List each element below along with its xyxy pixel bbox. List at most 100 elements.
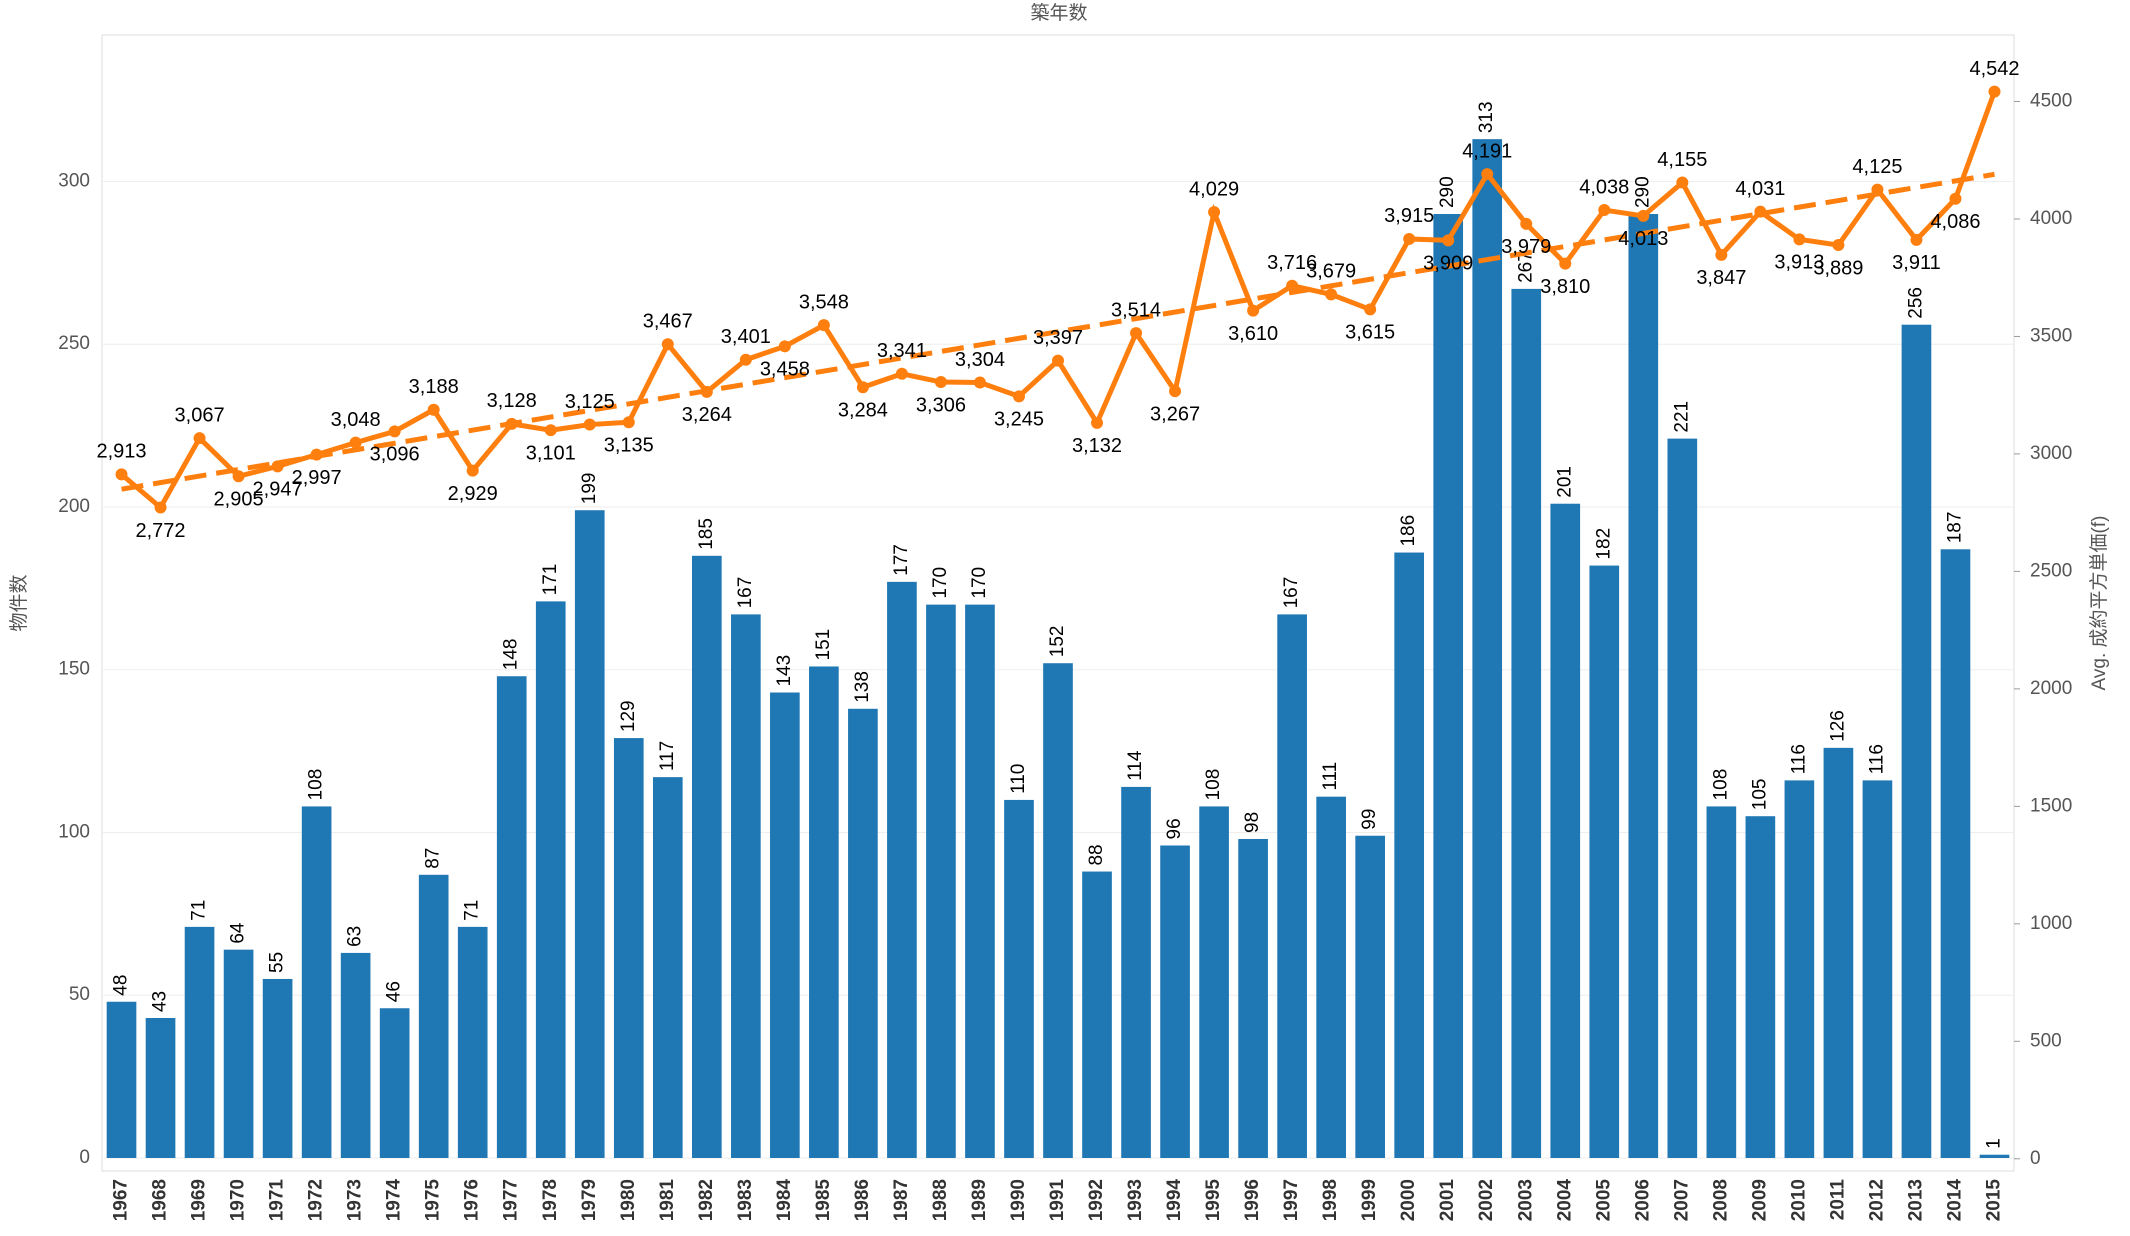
bar bbox=[379, 1008, 410, 1158]
line-point bbox=[739, 353, 752, 366]
x-tick-label: 1990 bbox=[1008, 1179, 1029, 1221]
bar-label: 177 bbox=[891, 544, 912, 576]
x-tick-label: 2014 bbox=[1944, 1179, 1965, 1222]
x-tick-label: 1984 bbox=[774, 1179, 795, 1222]
line-point bbox=[1052, 354, 1064, 367]
bar-label: 1 bbox=[1984, 1138, 2005, 1149]
line-label: 3,915 bbox=[1384, 205, 1434, 227]
bar bbox=[1238, 838, 1268, 1158]
line-label: 3,341 bbox=[877, 340, 927, 362]
bar bbox=[1082, 871, 1112, 1158]
bar bbox=[1823, 747, 1854, 1158]
bar-label: 290 bbox=[1632, 176, 1653, 208]
x-tick-label: 1987 bbox=[891, 1179, 912, 1221]
line-point bbox=[1520, 217, 1533, 230]
y2-tick-label: 0 bbox=[2030, 1148, 2041, 1169]
bar-label: 201 bbox=[1554, 466, 1575, 498]
bar bbox=[1043, 663, 1073, 1158]
line-label: 4,038 bbox=[1579, 176, 1629, 198]
x-tick-label: 2002 bbox=[1476, 1179, 1497, 1221]
x-tick-label: 1997 bbox=[1281, 1179, 1302, 1221]
line-point bbox=[1091, 416, 1104, 429]
y-tick-label: 100 bbox=[58, 821, 90, 842]
line-label: 3,048 bbox=[331, 409, 381, 431]
line-point bbox=[466, 464, 479, 477]
x-tick-label: 2010 bbox=[1788, 1179, 1809, 1221]
line-point bbox=[1364, 303, 1377, 316]
bar-label: 170 bbox=[930, 567, 951, 599]
bar-label: 170 bbox=[969, 567, 990, 599]
line-label: 3,125 bbox=[565, 391, 615, 413]
line-point bbox=[1481, 168, 1494, 181]
plot-area bbox=[101, 34, 2015, 1172]
line-label: 2,997 bbox=[292, 467, 342, 489]
line-point bbox=[1754, 205, 1767, 218]
bar bbox=[262, 978, 293, 1158]
line-label: 3,615 bbox=[1345, 322, 1395, 344]
bar-label: 108 bbox=[306, 769, 327, 801]
x-tick-label: 2012 bbox=[1866, 1179, 1887, 1221]
bar-label: 99 bbox=[1359, 809, 1380, 830]
line-point bbox=[895, 367, 908, 380]
bar-label: 55 bbox=[267, 952, 288, 973]
x-tick-label: 1968 bbox=[150, 1179, 171, 1221]
line-point bbox=[1130, 327, 1143, 340]
bar-label: 199 bbox=[579, 473, 600, 505]
line-label: 4,542 bbox=[1969, 58, 2019, 80]
bar bbox=[340, 952, 371, 1158]
line-label: 3,128 bbox=[487, 390, 537, 412]
line-point bbox=[154, 501, 167, 514]
x-tick-label: 1978 bbox=[540, 1179, 561, 1221]
bar-label: 114 bbox=[1125, 750, 1146, 781]
x-tick-label: 1992 bbox=[1086, 1179, 1107, 1221]
line-point bbox=[778, 340, 791, 353]
bar-label: 71 bbox=[189, 900, 210, 921]
bar bbox=[457, 926, 488, 1158]
line-point bbox=[232, 470, 245, 483]
line-point bbox=[1325, 288, 1338, 301]
line-label: 3,306 bbox=[916, 394, 966, 416]
y2-tick-label: 3500 bbox=[2030, 325, 2072, 346]
bar bbox=[1628, 214, 1659, 1158]
line-label: 4,086 bbox=[1930, 211, 1980, 233]
bar bbox=[731, 614, 761, 1158]
x-tick-label: 1986 bbox=[852, 1179, 873, 1221]
line-label: 3,096 bbox=[370, 444, 420, 466]
bar-label: 96 bbox=[1164, 818, 1185, 839]
line-point bbox=[1871, 183, 1884, 196]
bar bbox=[1940, 549, 1971, 1158]
x-tick-label: 2004 bbox=[1554, 1179, 1575, 1222]
x-tick-label: 1994 bbox=[1164, 1179, 1185, 1222]
bar-label: 171 bbox=[540, 564, 561, 596]
bar-label: 117 bbox=[657, 741, 678, 771]
bar-label: 43 bbox=[150, 991, 171, 1012]
line-label: 4,125 bbox=[1852, 156, 1902, 178]
line-label: 3,610 bbox=[1228, 323, 1278, 345]
x-tick-label: 1983 bbox=[735, 1179, 756, 1221]
bar-label: 256 bbox=[1905, 287, 1926, 319]
line-point bbox=[349, 436, 362, 449]
line-label: 3,245 bbox=[994, 409, 1044, 431]
line-point bbox=[1442, 234, 1455, 247]
y2-tick-label: 500 bbox=[2030, 1030, 2062, 1051]
line-label: 3,911 bbox=[1892, 252, 1941, 274]
bar-label: 187 bbox=[1944, 512, 1965, 544]
x-tick-label: 2000 bbox=[1398, 1179, 1419, 1221]
x-tick-label: 1971 bbox=[267, 1179, 288, 1222]
bar-label: 148 bbox=[501, 639, 522, 671]
x-tick-label: 1977 bbox=[501, 1179, 522, 1221]
x-tick-label: 2011 bbox=[1827, 1179, 1848, 1221]
line-label: 2,905 bbox=[214, 489, 264, 511]
line-point bbox=[1208, 206, 1221, 219]
x-tick-label: 1993 bbox=[1125, 1179, 1146, 1221]
y-tick-label: 200 bbox=[58, 496, 90, 517]
bar bbox=[1355, 835, 1385, 1158]
line-point bbox=[1676, 176, 1689, 189]
bar bbox=[301, 806, 332, 1158]
bar bbox=[1472, 139, 1503, 1158]
line-point bbox=[1910, 233, 1923, 246]
bar-label: 71 bbox=[462, 900, 483, 921]
bar bbox=[1706, 806, 1737, 1158]
x-tick-label: 1985 bbox=[813, 1179, 834, 1222]
y2-tick-label: 1000 bbox=[2030, 913, 2072, 934]
